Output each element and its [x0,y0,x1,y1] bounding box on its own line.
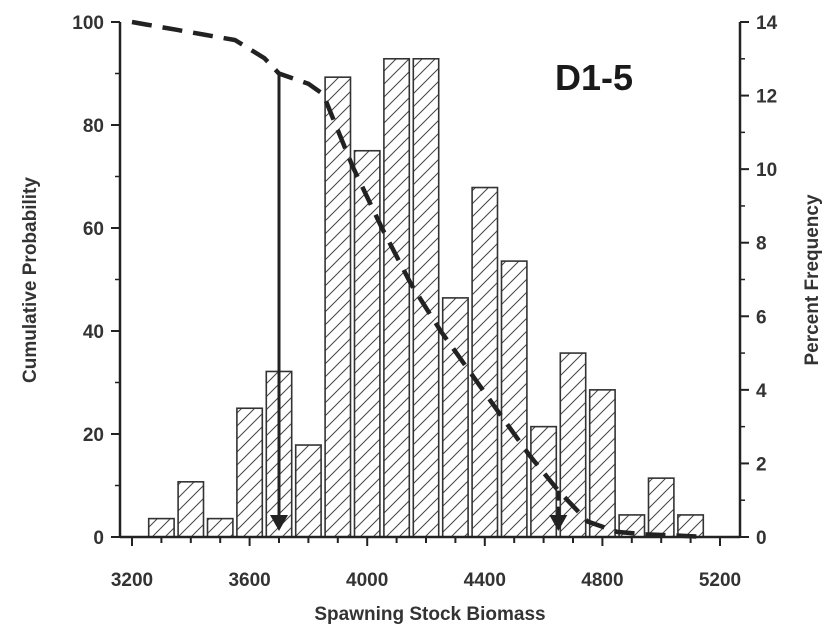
y-right-tick-label: 6 [756,307,767,328]
y-left-tick-label: 80 [83,116,104,137]
histogram-bar [588,389,616,538]
y-axis-right-title: Percent Frequency [802,194,823,365]
histogram-bar [206,517,234,538]
lines-layer [131,19,706,540]
y-right-tick-label: 14 [756,13,778,34]
axes-layer: 3200 3600 4000 4400 4800 5200 0 20 40 60 80 100 0 2 4 6… [72,13,777,591]
y-left-tick-label: 100 [72,13,104,34]
x-tick-label: 5200 [699,570,741,591]
y-right-tick-label: 0 [756,528,767,549]
x-tick-label: 4400 [464,570,506,591]
y-axis-left-title: Cumulative Probability [20,177,41,383]
y-left-tick-label: 0 [93,528,104,549]
x-tick-label: 4800 [581,570,623,591]
cumulative-probability-line [131,19,706,540]
histogram-bar [647,477,675,538]
histogram-bar [294,444,322,538]
arrow-head-2 [549,515,568,531]
y-right-tick-label: 10 [756,160,777,181]
x-tick-label: 3200 [111,570,153,591]
histogram-bar [177,481,205,538]
histogram-bar [324,76,352,538]
x-axis-title: Spawning Stock Biomass [314,604,545,625]
histogram-bar [559,352,587,538]
y-right-tick-label: 2 [756,454,767,475]
histogram-bar [500,260,528,538]
histogram-bar [147,517,175,538]
histogram-bar [471,186,499,538]
y-left-tick-label: 60 [83,219,104,240]
bars-layer [147,57,705,538]
y-right-tick-label: 8 [756,234,767,255]
y-right-tick-label: 12 [756,87,777,108]
x-tick-label: 3600 [228,570,270,591]
y-left-tick-label: 20 [83,425,104,446]
y-right-tick-label: 4 [756,381,767,402]
histogram-bar [441,297,469,538]
panel-label: D1-5 [555,57,633,98]
y-left-tick-label: 40 [83,322,104,343]
histogram-bar [353,149,381,538]
histogram-bar [412,57,440,538]
histogram-bar [383,57,411,538]
x-tick-label: 4000 [346,570,388,591]
histogram-bar [236,407,264,538]
arrow-head-1 [270,515,288,531]
